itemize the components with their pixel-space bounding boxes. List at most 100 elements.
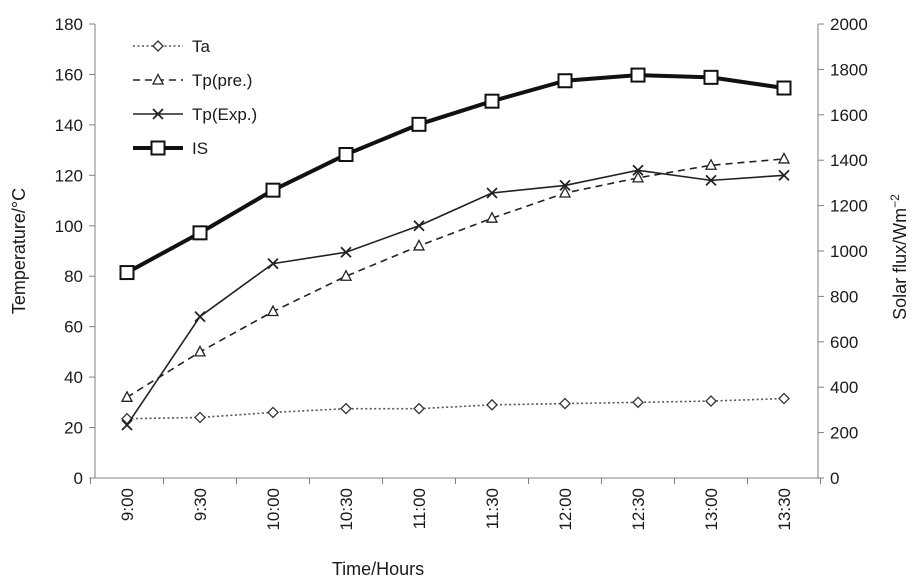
x-tick-label: 9:30	[191, 488, 210, 521]
left-y-tick-label: 120	[55, 166, 83, 185]
data-point-tp-exp-stroke	[194, 310, 206, 323]
right-y-tick-label: 0	[830, 469, 839, 488]
legend-marker-tp-exp-stroke	[152, 108, 164, 120]
data-point-is	[411, 116, 427, 132]
left-y-tick-label: 100	[55, 217, 83, 236]
data-point-tp-exp	[559, 179, 571, 192]
data-point-tp-pre	[704, 158, 718, 170]
x-tick-label: 9:00	[118, 488, 137, 521]
data-point-is	[484, 93, 500, 109]
data-point-is	[630, 67, 646, 83]
data-point-tp-exp	[413, 220, 425, 232]
left-y-tick-label: 80	[64, 267, 83, 286]
data-point-tp-pre	[120, 390, 134, 402]
data-point-tp-exp-stroke	[340, 246, 352, 258]
legend-marker-is	[150, 140, 166, 156]
data-point-is	[557, 73, 573, 89]
x-axis-title: Time/Hours	[332, 559, 424, 579]
data-point-is	[776, 80, 792, 96]
data-point-tp-pre	[339, 269, 353, 281]
data-point-tp-exp	[632, 164, 644, 176]
x-tick-label: 13:00	[702, 488, 721, 531]
data-point-tp-exp	[705, 174, 717, 187]
data-point-tp-exp	[121, 419, 133, 431]
legend-item-tp-pre: Tp(pre.)	[133, 71, 252, 90]
right-y-tick-label: 600	[830, 333, 858, 352]
right-y-tick-label: 2000	[830, 15, 868, 34]
data-point-tp-pre	[193, 344, 207, 357]
data-point-ta	[267, 406, 279, 419]
data-point-is	[265, 182, 281, 198]
data-point-tp-pre	[777, 152, 791, 164]
series-tp-pre	[120, 152, 791, 402]
data-point-tp-exp	[194, 310, 206, 323]
data-point-ta	[340, 402, 352, 415]
right-y-tick-label: 1000	[830, 242, 868, 261]
data-point-ta	[413, 402, 425, 415]
series-line-is	[126, 73, 785, 275]
legend-marker-tp-pre	[151, 73, 165, 85]
left-y-tick-label: 20	[64, 419, 83, 438]
left-y-tick-label: 180	[55, 15, 83, 34]
data-point-tp-exp-stroke	[486, 187, 498, 199]
left-y-tick-label: 140	[55, 116, 83, 135]
left-y-axis-title: Temperature/°C	[9, 188, 29, 314]
data-point-ta	[486, 398, 498, 411]
data-point-tp-exp-stroke	[121, 419, 133, 431]
data-point-tp-exp-stroke	[413, 220, 425, 232]
legend-label-tp-pre: Tp(pre.)	[192, 71, 252, 90]
data-point-tp-exp-stroke	[778, 169, 790, 181]
data-point-tp-pre	[558, 186, 572, 198]
x-tick-label: 12:00	[556, 488, 575, 531]
data-point-ta	[194, 411, 206, 424]
legend-item-tp-exp: Tp(Exp.)	[133, 105, 257, 124]
x-tick-label: 11:30	[483, 488, 502, 529]
legend: Ta Tp(pre.) Tp(Exp.) IS	[133, 37, 257, 158]
series-line-ta	[126, 397, 785, 420]
right-y-tick-label: 1600	[830, 106, 868, 125]
data-point-tp-pre	[412, 239, 426, 251]
series-line-tp-exp	[126, 169, 785, 426]
legend-label-tp-exp: Tp(Exp.)	[192, 105, 257, 124]
series-tp-exp	[121, 164, 790, 431]
right-y-tick-label: 1200	[830, 197, 868, 216]
legend-label-ta: Ta	[192, 37, 211, 56]
data-point-tp-exp	[486, 187, 498, 199]
data-point-is	[338, 147, 354, 163]
data-point-is	[119, 265, 135, 281]
right-y-tick-label: 800	[830, 287, 858, 306]
left-y-tick-label: 160	[55, 65, 83, 84]
legend-marker-ta	[152, 40, 164, 52]
legend-marker-tp-exp	[152, 108, 164, 120]
data-point-tp-pre	[266, 304, 280, 317]
series-ta	[121, 392, 790, 425]
data-point-tp-exp-stroke	[705, 174, 717, 187]
x-tick-label: 10:30	[337, 488, 356, 531]
data-point-ta	[632, 396, 644, 409]
right-y-tick-label: 400	[830, 378, 858, 397]
left-y-tick-label: 60	[64, 318, 83, 337]
right-y-axis-title: Solar flux/Wm−2	[888, 194, 910, 320]
data-point-tp-exp-stroke	[632, 164, 644, 176]
data-point-tp-exp-stroke	[267, 257, 279, 270]
data-point-is	[192, 225, 208, 241]
series-line-tp-pre	[126, 158, 785, 398]
series-is	[119, 67, 792, 281]
data-point-tp-exp	[267, 257, 279, 270]
data-point-ta	[705, 395, 717, 407]
data-point-tp-exp-stroke	[559, 179, 571, 192]
left-y-tick-label: 40	[64, 368, 83, 387]
right-y-tick-label: 1800	[830, 60, 868, 79]
right-y-tick-label: 1400	[830, 151, 868, 170]
legend-item-ta: Ta	[133, 37, 211, 56]
data-point-ta	[559, 397, 571, 410]
x-tick-label: 13:30	[775, 488, 794, 531]
data-point-tp-exp	[340, 246, 352, 258]
right-y-tick-label: 200	[830, 424, 858, 443]
data-point-tp-pre	[485, 211, 499, 223]
x-tick-label: 10:00	[264, 488, 283, 531]
data-point-tp-pre	[631, 170, 645, 183]
data-point-is	[703, 69, 719, 85]
